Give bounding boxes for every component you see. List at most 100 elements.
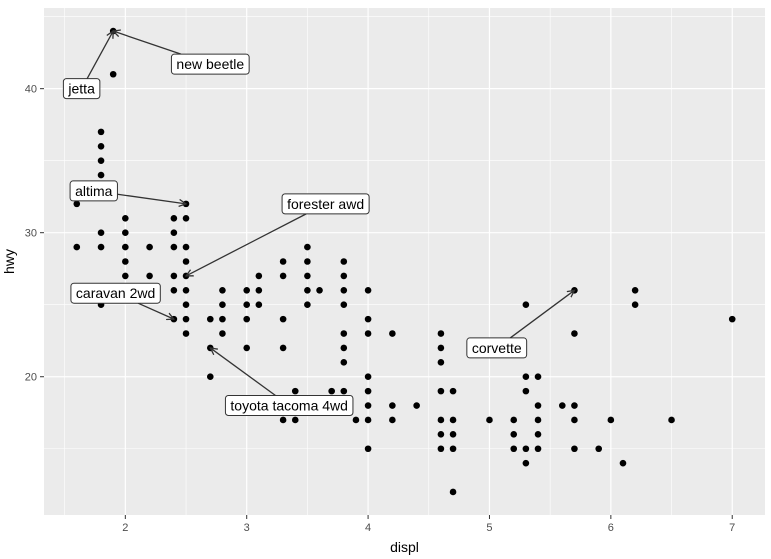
data-point: [243, 301, 251, 309]
data-point: [534, 402, 542, 409]
data-point: [522, 445, 530, 453]
data-point: [534, 373, 542, 381]
x-tick-label: 7: [729, 522, 735, 534]
annotation-box: [170, 53, 250, 75]
data-point: [364, 287, 372, 294]
data-point: [437, 387, 445, 395]
data-point: [279, 344, 287, 352]
data-point: [243, 315, 251, 323]
annotation-box: [466, 337, 528, 359]
data-point: [219, 301, 226, 309]
annotation-caravan-2wd: caravan 2wd: [70, 282, 174, 319]
data-point: [206, 315, 214, 323]
data-point: [340, 301, 348, 309]
data-point: [534, 445, 542, 453]
data-point: [219, 315, 226, 323]
annotation-forester-awd: forester awd: [186, 193, 370, 276]
data-point: [122, 243, 129, 251]
data-point: [522, 373, 530, 381]
data-point: [170, 272, 178, 280]
data-point: [122, 272, 129, 280]
data-point: [389, 402, 396, 409]
y-axis-title: hwy: [1, 249, 17, 274]
data-point: [340, 344, 348, 352]
data-point: [146, 272, 153, 280]
data-point: [449, 431, 457, 438]
data-point: [279, 272, 287, 280]
data-point: [631, 301, 639, 309]
data-point: [619, 459, 627, 467]
data-point: [182, 258, 190, 265]
data-point: [304, 287, 311, 294]
data-point: [449, 387, 457, 395]
data-point: [243, 287, 251, 294]
y-tick-label: 30: [25, 228, 37, 240]
data-point: [522, 301, 530, 309]
data-point: [364, 402, 372, 409]
data-point: [437, 431, 445, 438]
data-point: [304, 258, 311, 265]
x-tick-label: 3: [244, 522, 250, 534]
data-point: [389, 330, 396, 337]
data-point: [340, 287, 348, 294]
data-point: [534, 416, 542, 424]
data-point: [437, 330, 445, 337]
plot-panel: [44, 8, 765, 515]
data-point: [97, 128, 105, 136]
annotation-corvette: corvette: [466, 290, 575, 359]
data-point: [97, 171, 105, 179]
annotation-box: [224, 395, 354, 417]
data-point: [437, 359, 445, 366]
data-point: [291, 416, 299, 424]
data-point: [170, 229, 178, 236]
data-point: [522, 459, 530, 467]
annotation-label: jetta: [67, 81, 95, 97]
data-point: [219, 287, 226, 294]
data-point: [364, 330, 372, 337]
annotation-arrow: [509, 290, 574, 339]
annotation-label: corvette: [472, 340, 522, 356]
data-point: [255, 287, 263, 294]
data-point: [328, 387, 335, 395]
data-point: [279, 416, 287, 424]
data-point: [279, 315, 287, 323]
data-point: [510, 445, 518, 453]
annotations: new beetle jetta altima forester awd caravan…: [62, 31, 575, 417]
x-tick-label: 6: [608, 522, 614, 534]
data-point: [389, 416, 396, 424]
data-point: [340, 387, 348, 395]
x-tick-label: 4: [365, 522, 371, 534]
annotation-altima: altima: [69, 180, 186, 204]
y-axis: 20 30 40: [25, 84, 44, 384]
data-point: [631, 287, 639, 294]
annotation-arrow: [86, 31, 113, 79]
data-point: [279, 258, 287, 265]
data-point: [437, 416, 445, 424]
data-point: [182, 214, 190, 222]
annotation-arrow: [210, 348, 276, 397]
data-point: [73, 243, 81, 251]
data-point: [340, 330, 348, 337]
annotation-box: [281, 193, 370, 215]
data-point: [122, 229, 129, 236]
data-point: [364, 315, 372, 323]
data-point: [170, 214, 178, 222]
annotation-arrow: [113, 31, 182, 55]
annotation-label: toyota tacoma 4wd: [230, 398, 348, 414]
data-point: [571, 445, 578, 453]
data-point: [97, 229, 105, 236]
data-points: [73, 27, 736, 496]
data-point: [255, 272, 263, 280]
data-point: [182, 301, 190, 309]
data-point: [304, 243, 311, 251]
x-tick-label: 5: [486, 522, 492, 534]
grid-lines: [44, 8, 765, 515]
data-point: [304, 272, 311, 280]
data-point: [97, 243, 105, 251]
data-point: [97, 157, 105, 164]
data-point: [316, 287, 323, 294]
data-point: [437, 445, 445, 453]
data-point: [571, 402, 578, 409]
data-point: [340, 258, 348, 265]
